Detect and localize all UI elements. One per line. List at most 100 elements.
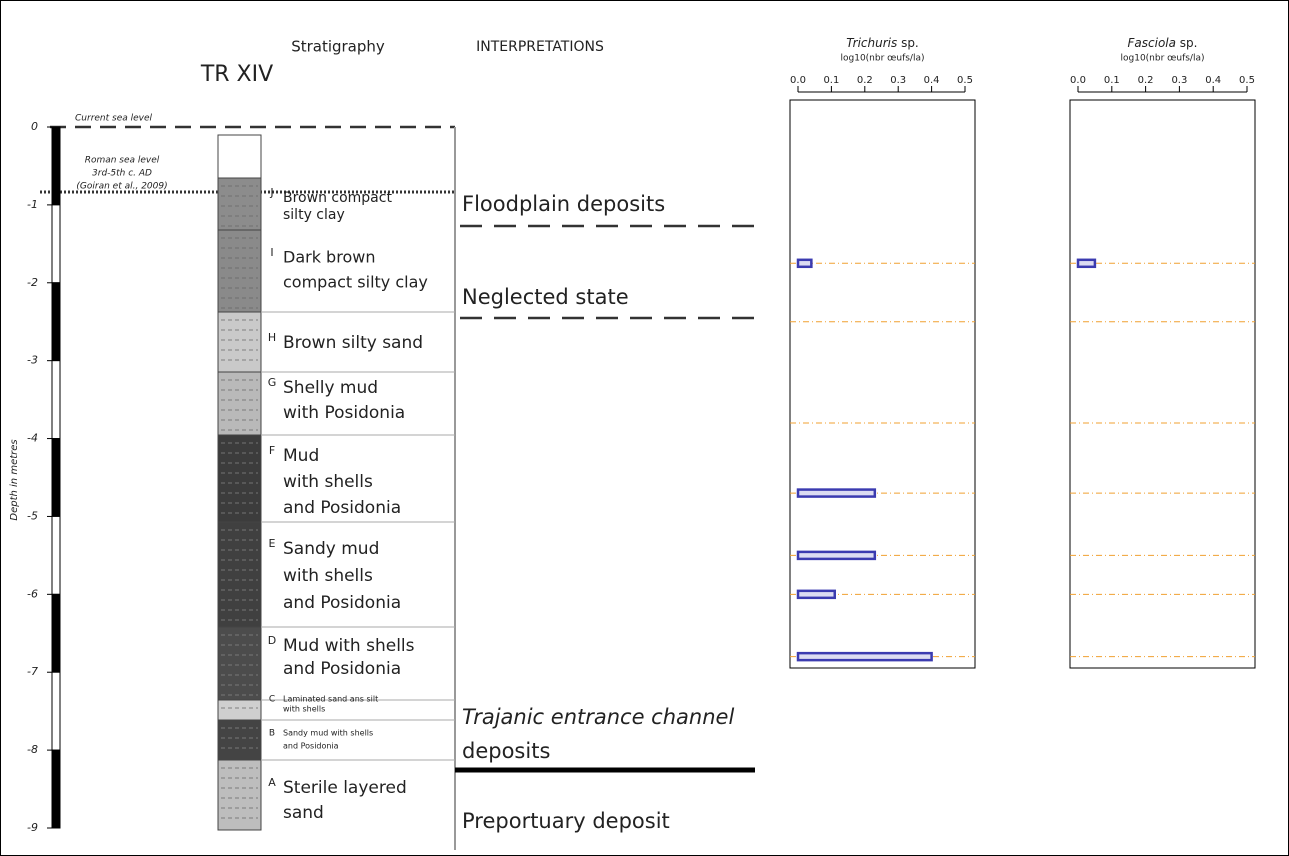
scale-segment <box>51 126 61 206</box>
layer <box>217 626 262 701</box>
chart-title-part: sp. <box>897 36 919 50</box>
layer-description: Sterile layered <box>283 778 407 798</box>
x-tick-label: 0.1 <box>1104 75 1120 86</box>
interpretations-heading: INTERPRETATIONS <box>476 39 604 55</box>
interpretation: Trajanic entrance channel <box>462 705 734 729</box>
sea-level-label: Current sea level <box>75 114 153 124</box>
layer-description: and Posidonia <box>283 742 339 751</box>
layer-letter: H <box>268 331 276 344</box>
y-tick-label: 0 <box>31 120 38 133</box>
layer <box>217 759 262 831</box>
layer-letter: A <box>268 776 276 789</box>
layer <box>217 229 262 313</box>
interpretation: Floodplain deposits <box>462 192 665 216</box>
section-title: TR XIV <box>200 62 273 87</box>
scale-segment <box>51 204 61 284</box>
layer <box>217 311 262 373</box>
layer-description: Sandy mud with shells <box>283 729 373 738</box>
column-top <box>217 134 262 179</box>
bar <box>796 550 877 561</box>
scale-segment <box>51 671 61 751</box>
chart-title: Fasciola sp. <box>1128 36 1198 50</box>
plot-frame <box>789 99 976 669</box>
layer <box>217 521 262 628</box>
layer-description: Sandy mud <box>283 539 379 559</box>
layer-description: Dark brown <box>283 248 375 267</box>
y-tick-label: -3 <box>27 354 38 367</box>
layer-letter: G <box>268 376 277 389</box>
x-tick-label: 0.3 <box>1171 75 1187 86</box>
x-tick-label: 0.5 <box>957 75 973 86</box>
axis-label: Depth in metres <box>9 439 20 520</box>
bar <box>1076 258 1097 269</box>
layer <box>217 434 262 523</box>
x-tick-label: 0.2 <box>857 75 873 86</box>
x-tick-label: 0.4 <box>924 75 940 86</box>
layer-letter: J <box>269 186 273 199</box>
x-tick-label: 0.0 <box>790 75 806 86</box>
layer-description: and Posidonia <box>283 593 401 613</box>
layer-letter: I <box>270 246 273 259</box>
layer-description: sand <box>283 803 324 823</box>
layer-description: with Posidonia <box>283 403 405 423</box>
layer <box>217 719 262 761</box>
x-tick-label: 0.2 <box>1138 75 1154 86</box>
x-tick-label: 0.5 <box>1239 75 1255 86</box>
bar <box>796 488 877 498</box>
y-tick-label: -5 <box>27 509 38 522</box>
bar <box>796 258 813 269</box>
layer-letter: C <box>269 695 275 705</box>
interpretation: deposits <box>462 739 550 763</box>
x-tick-label: 0.3 <box>890 75 906 86</box>
chart-subtitle: log10(nbr œufs/la) <box>1121 54 1205 64</box>
roman-sea-level-label: (Goiran et al., 2009) <box>76 182 167 192</box>
layer-description: and Posidonia <box>283 659 401 679</box>
interpretation: Preportuary deposit <box>462 809 670 833</box>
layer <box>217 699 262 721</box>
layer-letter: E <box>269 537 276 550</box>
layer-description: with shells <box>283 566 373 586</box>
layer <box>217 177 262 231</box>
layer-letter: D <box>268 634 276 647</box>
layer-letter: B <box>269 729 275 739</box>
scale-segment <box>51 515 61 595</box>
chart-title: Trichuris sp. <box>846 36 919 50</box>
x-tick-label: 0.4 <box>1205 75 1221 86</box>
layer-description: and Posidonia <box>283 498 401 518</box>
layer-description: Mud <box>283 446 319 466</box>
y-tick-label: -1 <box>27 198 38 211</box>
column-heading: Stratigraphy <box>291 38 385 56</box>
scale-segment <box>51 438 61 517</box>
y-tick-label: -4 <box>27 432 38 445</box>
y-tick-label: -9 <box>27 821 38 834</box>
y-tick-label: -8 <box>27 743 38 756</box>
y-tick-label: -2 <box>27 276 38 289</box>
y-tick-label: -6 <box>27 587 38 600</box>
scale-segment <box>51 593 61 673</box>
roman-sea-level-label: Roman sea level <box>85 156 160 166</box>
layer-description: Mud with shells <box>283 636 415 656</box>
chart-subtitle: log10(nbr œufs/la) <box>841 54 925 64</box>
layer-description: Brown compact <box>283 190 392 206</box>
layer-letter: F <box>269 444 275 457</box>
layer-description: Shelly mud <box>283 378 378 398</box>
bar <box>796 651 933 662</box>
interpretation: Neglected state <box>462 285 629 309</box>
layer-description: Brown silty sand <box>283 333 423 353</box>
layer <box>217 371 262 436</box>
scale-segment <box>51 360 61 440</box>
layer-description: Laminated sand ans silt <box>283 695 378 704</box>
plot-frame <box>1069 99 1256 669</box>
x-tick-label: 0.0 <box>1070 75 1086 86</box>
bar <box>796 589 836 600</box>
chart-title-part: Fasciola <box>1128 36 1176 50</box>
layer-description: with shells <box>283 705 325 714</box>
chart-title-part: Trichuris <box>846 36 897 50</box>
x-tick-label: 0.1 <box>823 75 839 86</box>
y-tick-label: -7 <box>27 665 38 678</box>
chart-title-part: sp. <box>1176 36 1198 50</box>
roman-sea-level-label: 3rd-5th c. AD <box>92 169 152 179</box>
scale-segment <box>51 749 61 829</box>
